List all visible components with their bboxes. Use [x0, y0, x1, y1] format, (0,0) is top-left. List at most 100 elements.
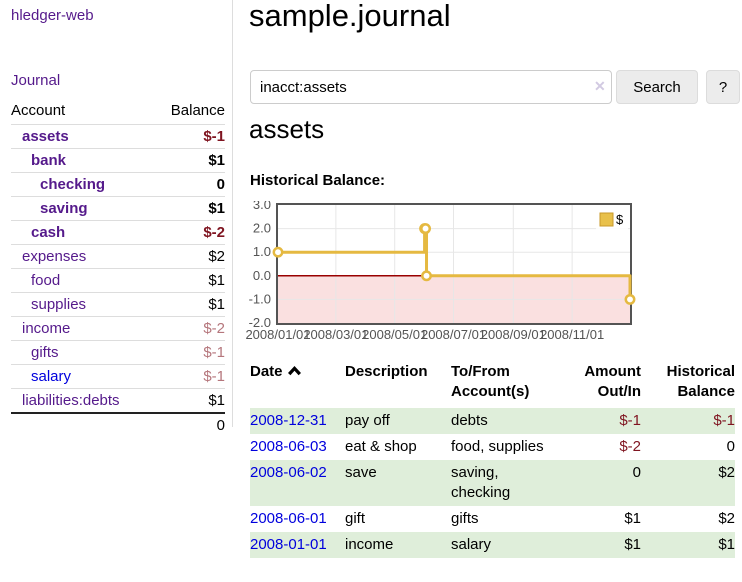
account-row: income $-2 [11, 316, 225, 341]
accounts-total-row: 0 [11, 413, 225, 437]
account-row: supplies $1 [11, 292, 225, 317]
transaction-description: pay off [345, 412, 390, 429]
account-row: expenses $2 [11, 244, 225, 269]
account-link[interactable]: cash [31, 224, 66, 241]
svg-text:$: $ [616, 212, 624, 227]
transaction-description: gift [345, 510, 366, 527]
register-header-date[interactable]: Date [250, 362, 345, 408]
account-balance: $2 [208, 248, 225, 265]
account-balance: $-1 [203, 344, 225, 361]
svg-text:2.0: 2.0 [253, 221, 271, 236]
svg-text:2008/11/01: 2008/11/01 [540, 327, 604, 342]
transaction-date-link[interactable]: 2008-06-02 [250, 464, 327, 481]
transaction-balance: $2 [718, 464, 735, 481]
clear-search-icon[interactable]: ✕ [594, 78, 606, 94]
svg-text:-2.0: -2.0 [249, 315, 271, 330]
accounts-table: Account Balance assets $-1 bank $1 [11, 100, 225, 437]
register-row: 2008-06-03 eat & shop food, supplies $-2… [250, 434, 735, 460]
transaction-amount: $1 [624, 510, 641, 527]
transaction-amount: $1 [624, 536, 641, 553]
account-link[interactable]: food [31, 272, 61, 289]
account-balance: $-2 [203, 320, 225, 337]
account-balance: $1 [208, 152, 225, 169]
register-table: Date Description To/From Account(s) Amou… [250, 362, 735, 558]
search-button[interactable]: Search [616, 70, 698, 104]
accounts-header-account: Account [11, 102, 66, 119]
transaction-description: save [345, 464, 377, 481]
transaction-date-link[interactable]: 2008-12-31 [250, 412, 327, 429]
register-row: 2008-06-01 gift gifts $1 $2 [250, 506, 735, 532]
transaction-accounts: food, supplies [451, 438, 544, 455]
account-balance: $-1 [203, 368, 225, 385]
account-row: salary $-1 [11, 364, 225, 389]
account-row: gifts $-1 [11, 340, 225, 365]
sidebar: hledger-web Journal Account Balance asse… [0, 0, 233, 434]
register-header-accounts: To/From Account(s) [451, 363, 530, 400]
svg-text:2008/09/01: 2008/09/01 [481, 327, 546, 342]
account-link[interactable]: checking [40, 176, 106, 193]
svg-text:1.0: 1.0 [253, 244, 271, 259]
account-row: bank $1 [11, 148, 225, 173]
account-row: cash $-2 [11, 220, 225, 245]
accounts-total-value: 0 [216, 417, 225, 434]
sidebar-item-journal[interactable]: Journal [11, 72, 61, 89]
svg-text:3.0: 3.0 [253, 201, 271, 212]
account-link[interactable]: income [22, 320, 71, 337]
account-row: saving $1 [11, 196, 225, 221]
register-header-description: Description [345, 363, 428, 380]
account-balance: 0 [216, 176, 225, 193]
transaction-amount: 0 [632, 464, 641, 481]
transaction-description: income [345, 536, 394, 553]
account-row: liabilities:debts $1 [11, 388, 225, 414]
brand-link[interactable]: hledger-web [11, 7, 94, 24]
accounts-header-balance: Balance [170, 102, 225, 119]
svg-text:2008/01/01: 2008/01/01 [245, 327, 310, 342]
account-heading: assets [249, 114, 325, 144]
account-balance: $-2 [203, 224, 225, 241]
account-link[interactable]: bank [31, 152, 67, 169]
page-title: sample.journal [249, 0, 451, 33]
account-link[interactable]: gifts [31, 344, 59, 361]
transaction-date-link[interactable]: 2008-01-01 [250, 536, 327, 553]
transaction-amount: $-2 [619, 438, 641, 455]
account-link[interactable]: saving [40, 200, 88, 217]
transaction-balance: $1 [718, 536, 735, 553]
transaction-date-link[interactable]: 2008-06-03 [250, 438, 327, 455]
register-row: 2008-12-31 pay off debts $-1 $-1 [250, 408, 735, 434]
transaction-balance: 0 [726, 438, 735, 455]
register-row: 2008-01-01 income salary $1 $1 [250, 532, 735, 558]
chart-title: Historical Balance: [250, 172, 386, 189]
account-balance: $1 [208, 296, 225, 313]
account-link[interactable]: assets [22, 128, 69, 145]
register-header-amount: Amount Out/In [584, 363, 641, 400]
register-header-row: Date Description To/From Account(s) Amou… [250, 362, 735, 408]
account-balance: $-1 [203, 128, 225, 145]
transaction-date-link[interactable]: 2008-06-01 [250, 510, 327, 527]
account-link[interactable]: expenses [22, 248, 87, 265]
sort-ascending-icon [287, 362, 301, 382]
svg-text:2008/05/01: 2008/05/01 [362, 327, 427, 342]
svg-text:2008/07/01: 2008/07/01 [421, 327, 486, 342]
register-header-balance: Historical Balance [666, 363, 735, 400]
account-link[interactable]: supplies [31, 296, 87, 313]
account-row: checking 0 [11, 172, 225, 197]
account-balance: $1 [208, 272, 225, 289]
svg-text:0.0: 0.0 [253, 268, 271, 283]
account-balance: $1 [208, 200, 225, 217]
transaction-balance: $2 [718, 510, 735, 527]
account-balance: $1 [208, 392, 225, 409]
account-link[interactable]: liabilities:debts [22, 392, 120, 409]
transaction-accounts: debts [451, 412, 488, 429]
account-row: food $1 [11, 268, 225, 293]
transaction-accounts: salary [451, 536, 492, 553]
help-button[interactable]: ? [706, 70, 740, 104]
transaction-accounts: gifts [451, 510, 479, 527]
account-row: assets $-1 [11, 124, 225, 149]
transaction-description: eat & shop [345, 438, 417, 455]
register-row: 2008-06-02 save saving, checking 0 $2 [250, 460, 735, 506]
svg-text:-1.0: -1.0 [249, 291, 271, 306]
search-input[interactable] [250, 70, 612, 104]
account-link[interactable]: salary [31, 368, 72, 385]
svg-text:2008/03/01: 2008/03/01 [303, 327, 368, 342]
search-form: ✕ Search ? [250, 70, 740, 104]
